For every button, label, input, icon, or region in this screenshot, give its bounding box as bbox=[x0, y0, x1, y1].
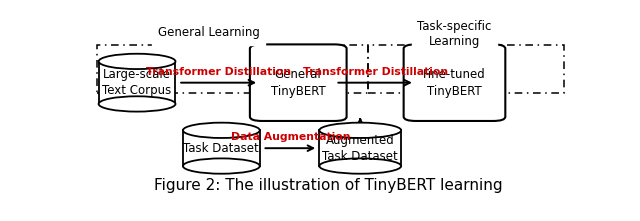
Text: Figure 2: The illustration of TinyBERT learning: Figure 2: The illustration of TinyBERT l… bbox=[154, 178, 502, 193]
FancyBboxPatch shape bbox=[404, 44, 506, 121]
Ellipse shape bbox=[99, 54, 175, 69]
Text: Transformer Distillation: Transformer Distillation bbox=[303, 67, 448, 77]
Ellipse shape bbox=[99, 96, 175, 112]
Text: Task-specific
Learning: Task-specific Learning bbox=[417, 20, 492, 48]
Ellipse shape bbox=[183, 158, 260, 174]
Bar bbox=[97, 45, 367, 93]
Text: Data Augmentation: Data Augmentation bbox=[230, 132, 350, 142]
Text: Transformer Distillation: Transformer Distillation bbox=[147, 67, 291, 77]
Ellipse shape bbox=[183, 123, 260, 138]
Bar bbox=[99, 61, 175, 104]
Bar bbox=[319, 130, 401, 166]
FancyBboxPatch shape bbox=[250, 44, 347, 121]
Ellipse shape bbox=[319, 123, 401, 138]
Ellipse shape bbox=[319, 158, 401, 174]
Text: Fine-tuned
TinyBERT: Fine-tuned TinyBERT bbox=[423, 68, 486, 98]
Text: Task Dataset: Task Dataset bbox=[184, 142, 259, 155]
Text: General Learning: General Learning bbox=[158, 26, 260, 39]
Text: General
TinyBERT: General TinyBERT bbox=[271, 68, 326, 98]
Text: Large-scale
Text Corpus: Large-scale Text Corpus bbox=[102, 68, 172, 97]
Text: Augmented
Task Dataset: Augmented Task Dataset bbox=[323, 134, 398, 163]
Bar bbox=[367, 45, 564, 93]
Bar bbox=[183, 130, 260, 166]
